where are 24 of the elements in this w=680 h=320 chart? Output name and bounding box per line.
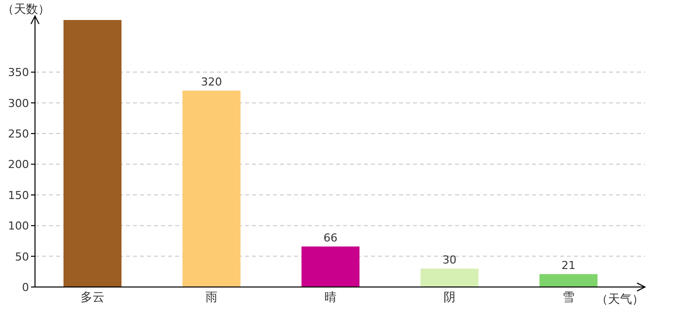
x-tick-label: 雪 — [562, 290, 574, 304]
y-tick-label: 250 — [8, 128, 29, 141]
y-tick-label: 350 — [8, 66, 29, 80]
x-axis-title: （天气） — [596, 292, 644, 306]
y-tick-label: 200 — [8, 158, 29, 172]
data-label: 320 — [201, 76, 222, 89]
x-tick-label: 晴 — [324, 290, 336, 304]
bar — [540, 274, 598, 287]
bar — [182, 90, 240, 287]
y-tick-label: 150 — [8, 188, 29, 202]
bar — [302, 246, 360, 287]
x-tick-label: 阴 — [444, 290, 456, 304]
x-tick-label: 多云 — [80, 290, 104, 304]
y-tick-label: 50 — [15, 250, 29, 264]
data-label: 66 — [324, 231, 338, 244]
y-tick-label: 300 — [8, 96, 29, 110]
y-axis-title: （天数） — [2, 2, 50, 16]
data-label: 30 — [442, 254, 456, 267]
y-tick-label: 100 — [8, 220, 29, 233]
x-tick-label: 雨 — [206, 290, 218, 304]
bar — [64, 20, 122, 287]
bar — [420, 268, 478, 287]
y-tick-label: 0 — [22, 281, 29, 294]
data-label: 21 — [562, 259, 576, 272]
